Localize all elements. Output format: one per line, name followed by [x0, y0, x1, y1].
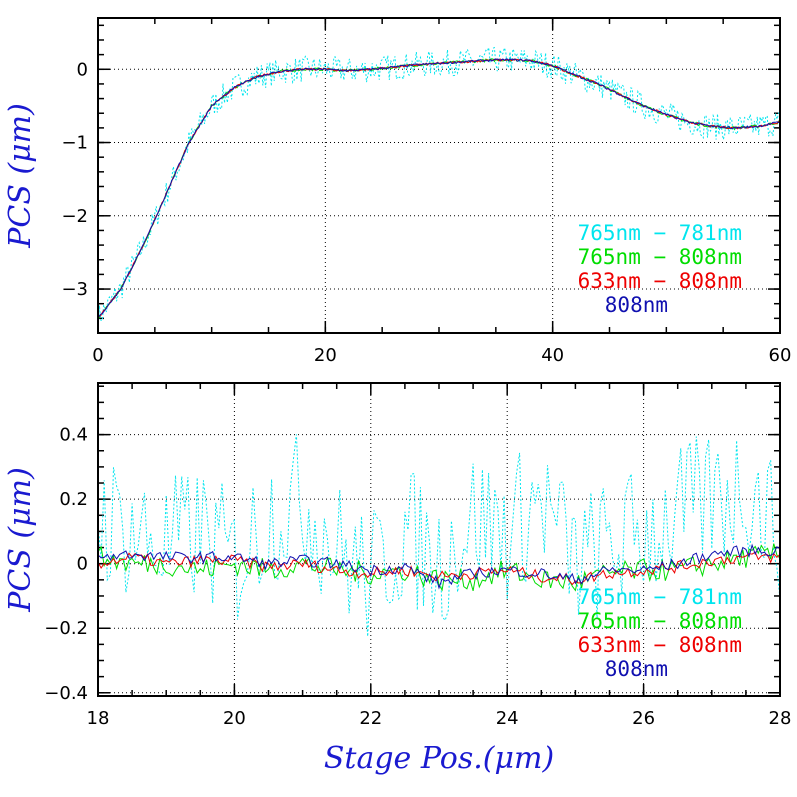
- legend-label-1: 765nm − 808nm: [578, 609, 742, 633]
- x-tick-label: 28: [769, 708, 792, 729]
- x-tick-label: 22: [359, 708, 382, 729]
- x-tick-label: 0: [92, 345, 103, 366]
- legend-label-3: 808nm: [605, 657, 668, 681]
- series-line-3: [97, 543, 781, 590]
- series-line-0: [97, 434, 781, 637]
- legend-label-3: 808nm: [605, 293, 668, 317]
- x-tick-label: 24: [496, 708, 519, 729]
- x-tick-label: 40: [541, 345, 564, 366]
- plot-frame: [97, 17, 781, 334]
- y-tick-label: 0: [77, 59, 88, 80]
- y-tick-label: −3: [61, 279, 88, 300]
- bottom-panel: 18 20 22 24 26 28 −0.4 −0.2 0 0.2 0.4 PCS (μm) Stage…: [3, 382, 792, 776]
- y-tick-label: −1: [61, 133, 88, 154]
- series-line-3: [97, 58, 781, 318]
- legend-label-1: 765nm − 808nm: [578, 245, 742, 269]
- x-tick-label: 20: [314, 345, 337, 366]
- y-axis-title: PCS (μm): [3, 103, 38, 249]
- legend-label-0: 765nm − 781nm: [578, 221, 742, 245]
- y-tick-label: −0.4: [44, 683, 88, 704]
- x-tick-label: 26: [632, 708, 655, 729]
- series-line-1: [97, 543, 781, 592]
- x-tick-label: 18: [87, 708, 110, 729]
- top-panel: 0 20 40 60 −3 −2 −1 0 PCS (μm) 765nm − 781nm765nm…: [3, 17, 792, 366]
- x-axis-title: Stage Pos.(μm): [324, 741, 554, 776]
- legend-label-2: 633nm − 808nm: [578, 269, 742, 293]
- series-line-0: [97, 45, 781, 332]
- y-tick-label: 0.4: [59, 425, 88, 446]
- y-tick-label: −0.2: [44, 618, 88, 639]
- x-tick-label: 20: [223, 708, 246, 729]
- y-axis-title: PCS (μm): [3, 467, 38, 613]
- y-tick-label: 0: [77, 554, 88, 575]
- y-tick-label: −2: [61, 206, 88, 227]
- plot-frame: [97, 382, 781, 697]
- legend-label-2: 633nm − 808nm: [578, 633, 742, 657]
- legend-label-0: 765nm − 781nm: [578, 585, 742, 609]
- x-tick-label: 60: [769, 345, 792, 366]
- y-tick-label: 0.2: [59, 489, 88, 510]
